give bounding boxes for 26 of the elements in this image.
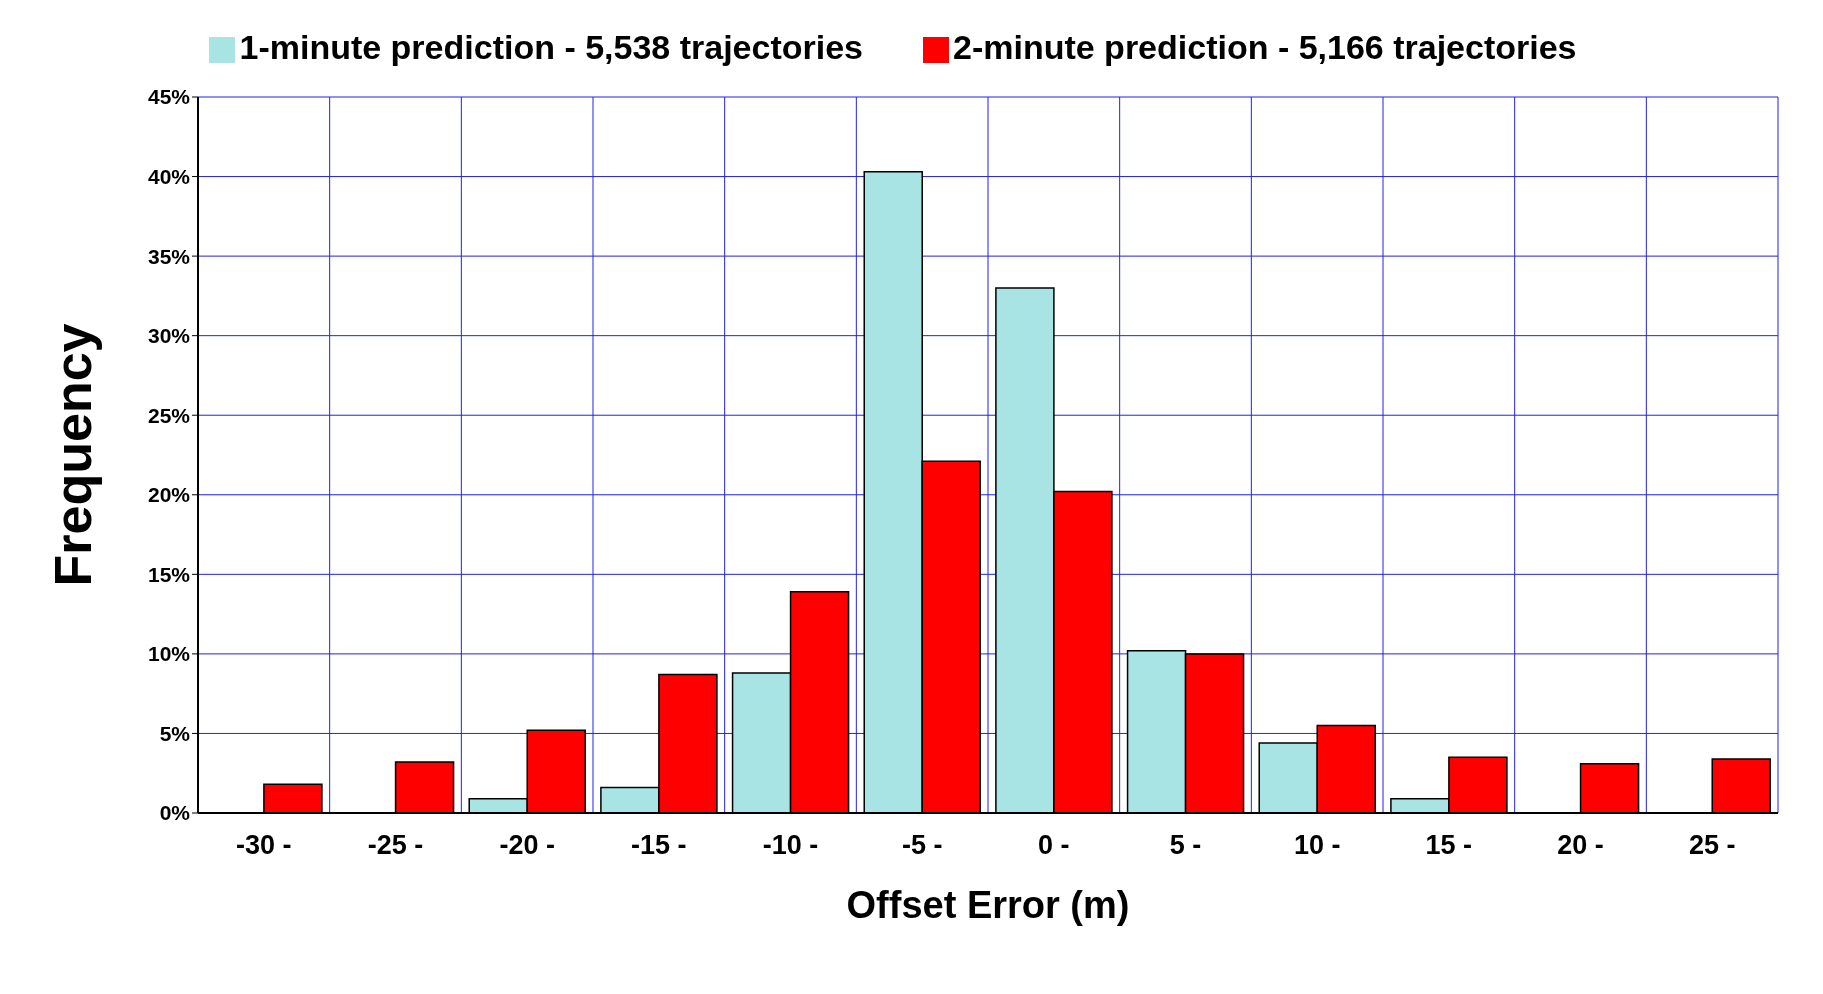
y-tick-label: 15% [147, 562, 191, 586]
x-tick-label: 15 - [1425, 830, 1473, 861]
y-axis-title: Frequency [44, 323, 103, 587]
y-tick-label: 10% [147, 642, 191, 666]
x-tick-label: -5 - [901, 830, 943, 861]
y-tick-label: 40% [147, 165, 191, 189]
x-tick-label: 10 - [1293, 830, 1341, 861]
y-tick-label: 35% [147, 244, 191, 268]
x-tick-label: -20 - [499, 830, 555, 861]
x-tick-label: -15 - [631, 830, 687, 861]
y-tick-label: 45% [147, 85, 191, 109]
x-axis-title: Offset Error (m) [846, 884, 1130, 926]
legend-label: 1-minute prediction - 5,538 trajectories [239, 28, 863, 66]
y-tick-label: 0% [159, 801, 191, 825]
legend-label: 2-minute prediction - 5,166 trajectories [953, 28, 1577, 66]
x-tick-label: -25 - [367, 830, 424, 861]
y-tick-label: 30% [147, 324, 191, 348]
x-tick-label: 20 - [1557, 830, 1604, 861]
y-tick-label: 25% [147, 403, 191, 427]
y-tick-label: 5% [159, 721, 191, 745]
x-tick-label: 0 - [1038, 830, 1070, 861]
x-tick-label: 5 - [1169, 830, 1202, 861]
x-tick-label: -10 - [762, 830, 819, 861]
x-tick-label: -30 - [236, 830, 292, 861]
x-tick-label: 25 - [1688, 830, 1736, 861]
y-tick-label: 20% [147, 483, 191, 507]
